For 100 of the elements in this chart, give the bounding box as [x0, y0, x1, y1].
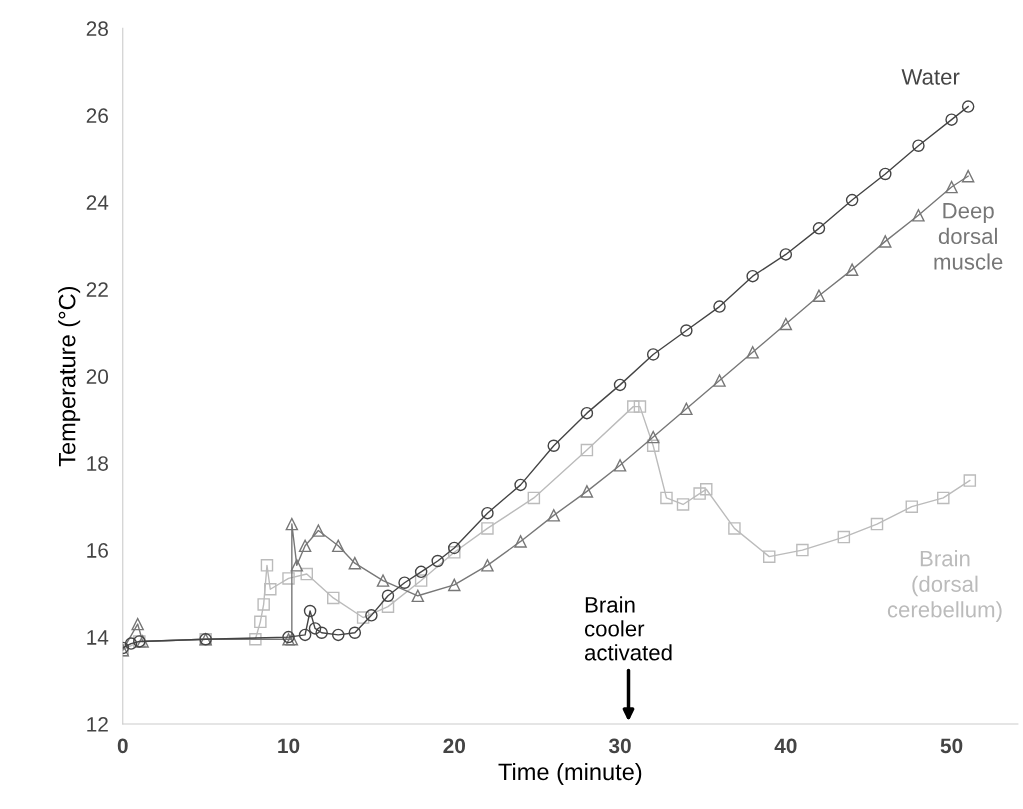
- point: [285, 517, 299, 531]
- point: [481, 506, 494, 520]
- x-tick-label: 0: [117, 738, 128, 754]
- point: [298, 539, 312, 553]
- point: [713, 300, 726, 313]
- point: [680, 402, 693, 416]
- point: [376, 574, 390, 587]
- x-axis-title: Time (minute): [498, 762, 642, 785]
- point: [646, 439, 660, 453]
- point: [365, 609, 378, 622]
- point: [746, 346, 759, 359]
- point: [580, 443, 594, 457]
- y-tick-label: 12: [87, 717, 108, 732]
- point: [411, 589, 425, 603]
- point: [514, 535, 527, 548]
- point: [796, 543, 809, 557]
- point: [300, 567, 314, 581]
- point: [298, 628, 312, 642]
- y-tick-label: 28: [86, 21, 108, 37]
- point: [282, 572, 295, 585]
- point: [481, 559, 494, 572]
- point: [308, 622, 322, 635]
- point: [260, 559, 274, 572]
- point: [332, 628, 345, 642]
- point: [290, 559, 304, 572]
- series-label: Water: [901, 69, 960, 85]
- point: [431, 554, 444, 568]
- point: [580, 485, 594, 498]
- point: [693, 487, 706, 500]
- point: [646, 430, 660, 444]
- point: [131, 617, 144, 631]
- point: [448, 541, 461, 555]
- point: [961, 169, 975, 183]
- point: [547, 439, 560, 453]
- point: [812, 289, 826, 302]
- point: [937, 491, 950, 505]
- x-tick-label: 50: [940, 738, 963, 754]
- point: [676, 498, 690, 511]
- y-tick-label: 20: [86, 369, 109, 384]
- point: [845, 263, 859, 276]
- y-tick-label: 22: [86, 282, 108, 297]
- point: [303, 604, 317, 618]
- y-tick-label: 24: [86, 195, 109, 210]
- point: [646, 348, 660, 361]
- point: [746, 269, 759, 283]
- point: [879, 167, 892, 181]
- x-tick-label: 20: [443, 738, 466, 754]
- x-tick-label: 40: [774, 738, 797, 754]
- point: [327, 591, 340, 605]
- point: [633, 400, 647, 413]
- point: [912, 139, 925, 152]
- point: [870, 517, 884, 531]
- point: [348, 556, 362, 570]
- point: [961, 100, 975, 113]
- point: [728, 522, 741, 535]
- point: [332, 539, 345, 553]
- y-axis-title: Temperature (°C): [58, 286, 81, 467]
- point: [779, 248, 793, 261]
- point: [912, 209, 925, 222]
- point: [613, 459, 627, 472]
- point: [348, 626, 362, 639]
- y-tick-label: 26: [86, 108, 108, 124]
- y-tick-label: 18: [87, 456, 108, 471]
- point: [779, 317, 793, 331]
- point: [945, 180, 958, 194]
- point: [249, 633, 262, 646]
- point: [845, 193, 859, 207]
- y-tick-label: 14: [87, 630, 109, 645]
- annotation: Brain cooler activated: [584, 596, 672, 661]
- point: [613, 378, 627, 392]
- point: [315, 626, 328, 639]
- point: [448, 578, 461, 592]
- point: [356, 611, 370, 624]
- point: [905, 500, 919, 513]
- point: [285, 633, 299, 646]
- point: [398, 576, 411, 589]
- point: [481, 522, 494, 535]
- point: [264, 583, 277, 596]
- point: [381, 589, 395, 603]
- point: [414, 574, 428, 587]
- point: [254, 615, 267, 629]
- point: [580, 406, 594, 420]
- point: [660, 491, 673, 505]
- point: [680, 324, 693, 337]
- point: [837, 530, 851, 544]
- point: [312, 524, 325, 537]
- point: [812, 222, 826, 235]
- series-label: Brain (dorsal cerebellum): [887, 550, 1002, 622]
- point: [879, 235, 892, 248]
- point: [963, 474, 977, 487]
- point: [448, 546, 461, 559]
- point: [124, 637, 138, 650]
- point: [527, 491, 541, 505]
- point: [945, 113, 958, 126]
- point: [713, 374, 726, 387]
- x-tick-label: 10: [278, 738, 300, 754]
- point: [257, 598, 270, 611]
- point: [514, 478, 527, 492]
- point: [414, 565, 428, 579]
- x-tick-label: 30: [608, 738, 631, 754]
